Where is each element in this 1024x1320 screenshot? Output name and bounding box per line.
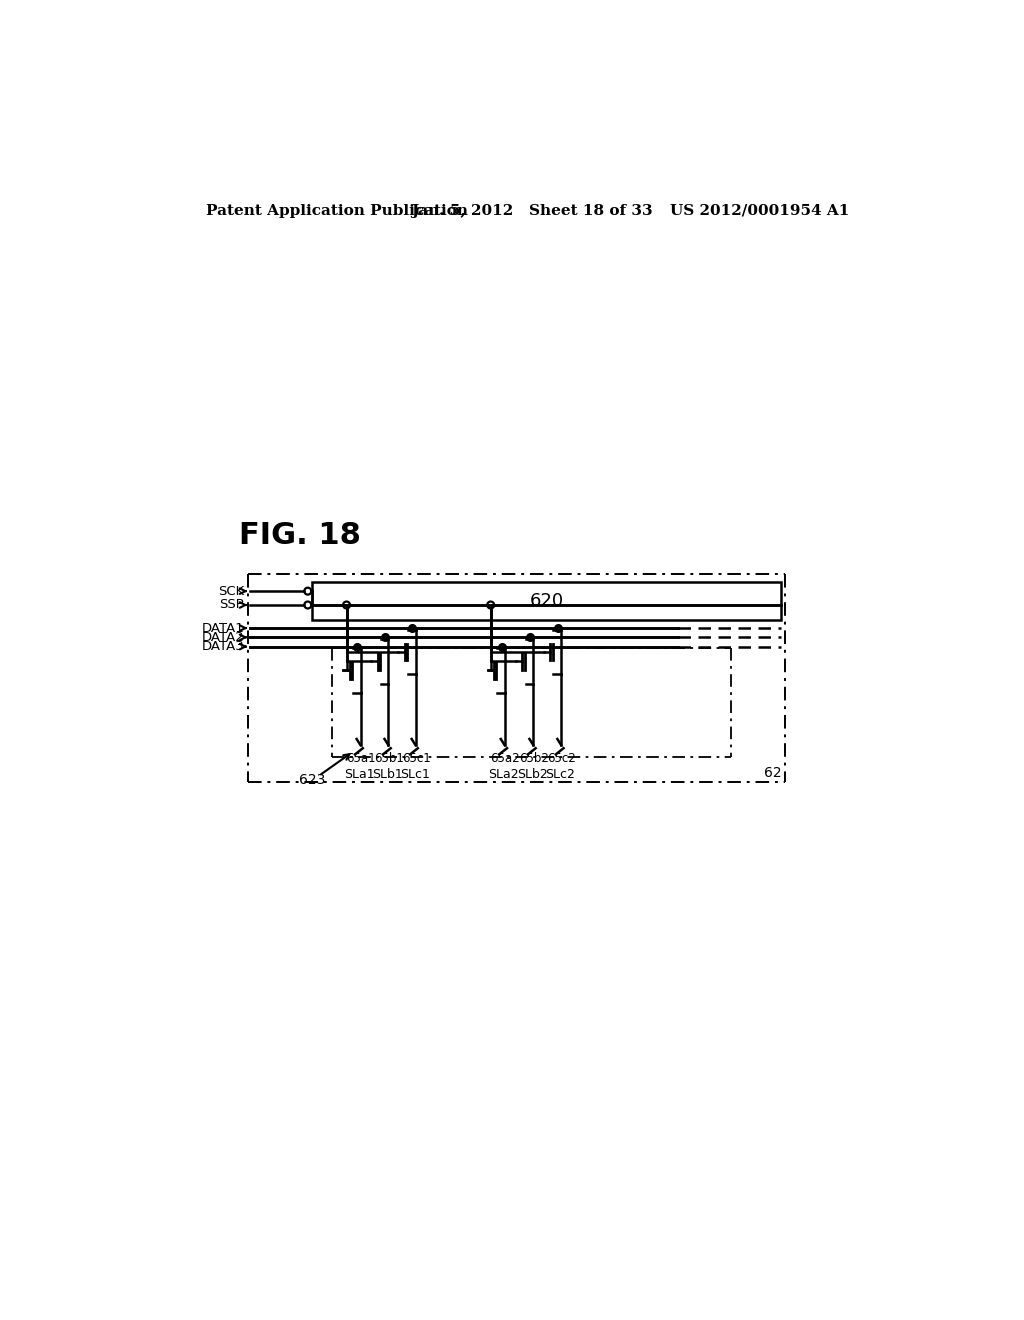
Text: 65a1: 65a1 — [346, 752, 376, 766]
Text: FIG. 18: FIG. 18 — [239, 521, 360, 550]
Text: SLa2: SLa2 — [488, 768, 519, 781]
Text: 623: 623 — [299, 772, 326, 787]
Text: SLb2: SLb2 — [517, 768, 548, 781]
Text: SLa1: SLa1 — [344, 768, 375, 781]
Text: 65c2: 65c2 — [548, 752, 577, 766]
Text: 62: 62 — [764, 766, 781, 780]
Text: SLc2: SLc2 — [546, 768, 575, 781]
Text: SLb1: SLb1 — [373, 768, 403, 781]
Text: Patent Application Publication: Patent Application Publication — [206, 203, 468, 218]
Text: Jan. 5, 2012   Sheet 18 of 33: Jan. 5, 2012 Sheet 18 of 33 — [411, 203, 652, 218]
Text: SCK: SCK — [218, 585, 245, 598]
Text: 65a2: 65a2 — [490, 752, 520, 766]
Text: 65b2: 65b2 — [519, 752, 549, 766]
Text: DATA2: DATA2 — [202, 631, 245, 644]
Text: 65c1: 65c1 — [402, 752, 431, 766]
Text: SLc1: SLc1 — [399, 768, 430, 781]
Text: 620: 620 — [529, 593, 564, 610]
Text: DATA1: DATA1 — [202, 622, 245, 635]
Text: US 2012/0001954 A1: US 2012/0001954 A1 — [671, 203, 850, 218]
Text: SSP: SSP — [219, 598, 245, 611]
Text: 65b1: 65b1 — [374, 752, 404, 766]
Text: DATA3: DATA3 — [202, 640, 245, 653]
